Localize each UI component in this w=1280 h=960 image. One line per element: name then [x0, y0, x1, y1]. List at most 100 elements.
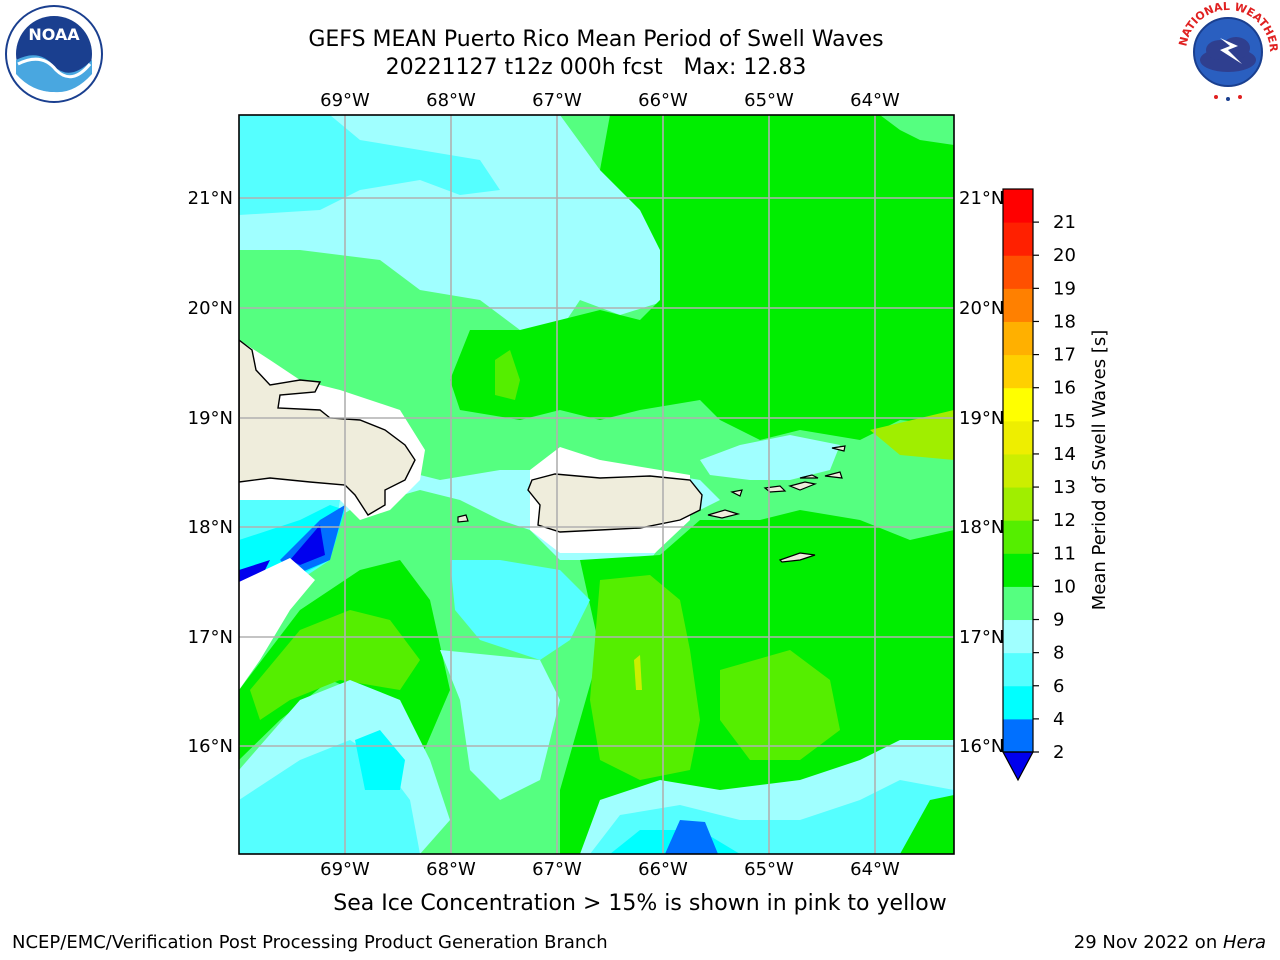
colorbar-tick-label: 21	[1053, 212, 1076, 233]
colorbar-tick-label: 9	[1053, 610, 1064, 631]
colorbar-ticks: 2 4 6 8 9 10 11 12 13 14 15 16 17 18 19 20 21	[1033, 212, 1076, 763]
colorbar-swatch	[1003, 189, 1033, 223]
colorbar-swatch	[1003, 222, 1033, 256]
colorbar-tick-label: 18	[1053, 311, 1076, 332]
lon-tick-top: 65°W	[744, 90, 794, 111]
land-mona	[457, 514, 469, 523]
colorbar-swatch	[1003, 487, 1033, 521]
lat-tick-right: 16°N	[959, 736, 1004, 757]
colorbar-swatches	[1003, 189, 1033, 753]
colorbar-swatch	[1003, 288, 1033, 322]
lat-tick-left: 16°N	[188, 736, 233, 757]
land-culebra	[730, 489, 743, 497]
lon-tick-top: 66°W	[638, 90, 688, 111]
lat-tick-right: 20°N	[959, 298, 1004, 319]
lon-tick-bottom: 68°W	[426, 859, 476, 880]
colorbar-swatch	[1003, 553, 1033, 587]
colorbar-swatch	[1003, 420, 1033, 455]
map-frame	[238, 114, 955, 855]
footer-date: 29 Nov 2022 on Hera	[1074, 932, 1266, 954]
field-band-8-9-south-central	[440, 650, 560, 800]
land-jost-van-dyke	[799, 474, 819, 479]
lat-tick-left: 19°N	[188, 408, 233, 429]
field-band-6-8-central	[450, 560, 590, 660]
colorbar-tick-label: 14	[1053, 444, 1076, 465]
colorbar-tick-label: 6	[1053, 676, 1064, 697]
map-subtitle: 20221127 t12z 000h fcst Max: 12.83	[385, 55, 807, 80]
lat-ticks-right: 21°N 20°N 19°N 18°N 17°N 16°N	[959, 188, 1004, 757]
colorbar: 2 4 6 8 9 10 11 12 13 14 15 16 17 18 19 20 21 Mean Perio…	[1001, 188, 1110, 782]
colorbar-swatch	[1003, 586, 1033, 621]
noaa-logo: NOAA	[5, 5, 103, 103]
colorbar-tick-label: 10	[1053, 576, 1076, 597]
colorbar-swatch	[1003, 685, 1033, 720]
field-band-2-4-bottom	[665, 820, 718, 854]
field-band-under-hispaniola	[290, 525, 325, 565]
colorbar-tick-label: 19	[1053, 278, 1076, 299]
field-band-8-9-east	[700, 435, 840, 480]
land-vieques	[707, 509, 741, 519]
lat-tick-left: 17°N	[188, 627, 233, 648]
land-tortola	[788, 481, 818, 491]
colorbar-tick-label: 11	[1053, 543, 1076, 564]
field-band-10-11-corner-se	[900, 795, 954, 854]
colorbar-swatch	[1003, 453, 1033, 488]
lat-tick-left: 21°N	[188, 188, 233, 209]
land-puerto-rico	[527, 473, 703, 533]
field-band-11-12-east	[870, 410, 954, 460]
map-caption: Sea Ice Concentration > 15% is shown in …	[333, 891, 947, 916]
colorbar-swatch	[1003, 255, 1033, 289]
colorbar-tick-label: 17	[1053, 345, 1076, 366]
map-gridlines	[239, 115, 954, 854]
field-band-6-8-north	[239, 115, 500, 215]
colorbar-under-triangle	[1001, 751, 1035, 782]
land-st-croix	[778, 552, 816, 563]
colorbar-swatch	[1003, 619, 1033, 654]
lon-ticks-bottom: 69°W 68°W 67°W 66°W 65°W 64°W	[320, 859, 900, 880]
lat-tick-right: 18°N	[959, 517, 1004, 538]
nodata-southwest	[239, 558, 315, 690]
colorbar-swatch	[1003, 354, 1033, 389]
field-band-11-12-central	[495, 350, 520, 400]
lon-tick-top: 68°W	[426, 90, 476, 111]
colorbar-swatch	[1003, 652, 1033, 687]
field-band-4-6-southwest	[355, 730, 405, 790]
land-anegada	[824, 471, 843, 479]
colorbar-tick-label: 12	[1053, 510, 1076, 531]
colorbar-tick-label: 13	[1053, 477, 1076, 498]
colorbar-swatch	[1003, 718, 1033, 753]
nws-logo: NATIONAL WEATHER SERVICE	[1176, 0, 1280, 102]
lat-tick-right: 21°N	[959, 188, 1004, 209]
lon-tick-bottom: 65°W	[744, 859, 794, 880]
map-title: GEFS MEAN Puerto Rico Mean Period of Swe…	[308, 27, 884, 52]
lon-tick-top: 64°W	[850, 90, 900, 111]
field-band-10-11-northeast	[450, 115, 954, 440]
lon-tick-bottom: 67°W	[532, 859, 582, 880]
colorbar-tick-label: 15	[1053, 411, 1076, 432]
colorbar-tick-label: 8	[1053, 643, 1064, 664]
colorbar-swatch	[1003, 520, 1033, 554]
lon-tick-top: 67°W	[532, 90, 582, 111]
field-band-11-12-south	[590, 575, 700, 780]
colorbar-tick-label: 16	[1053, 378, 1076, 399]
colorbar-tick-label: 2	[1053, 742, 1064, 763]
colorbar-label: Mean Period of Swell Waves [s]	[1089, 330, 1110, 611]
lon-tick-top: 69°W	[320, 90, 370, 111]
lon-tick-bottom: 64°W	[850, 859, 900, 880]
lat-tick-right: 19°N	[959, 408, 1004, 429]
lon-ticks-top: 69°W 68°W 67°W 66°W 65°W 64°W	[320, 90, 900, 111]
colorbar-swatch	[1003, 387, 1033, 422]
lat-ticks-left: 21°N 20°N 19°N 18°N 17°N 16°N	[188, 188, 233, 757]
field-band-12-13-spot	[634, 655, 642, 690]
lat-tick-left: 18°N	[188, 517, 233, 538]
lat-tick-left: 20°N	[188, 298, 233, 319]
colorbar-frame	[1002, 188, 1034, 753]
footer-host: Hera	[1222, 932, 1266, 953]
colorbar-tick-label: 4	[1053, 709, 1064, 730]
field-band-under-west	[239, 560, 270, 582]
lat-tick-right: 17°N	[959, 627, 1004, 648]
swell-period-field	[239, 115, 954, 854]
field-band-11-12-southeast	[720, 650, 840, 760]
field-band-9-10-corner	[880, 115, 954, 145]
